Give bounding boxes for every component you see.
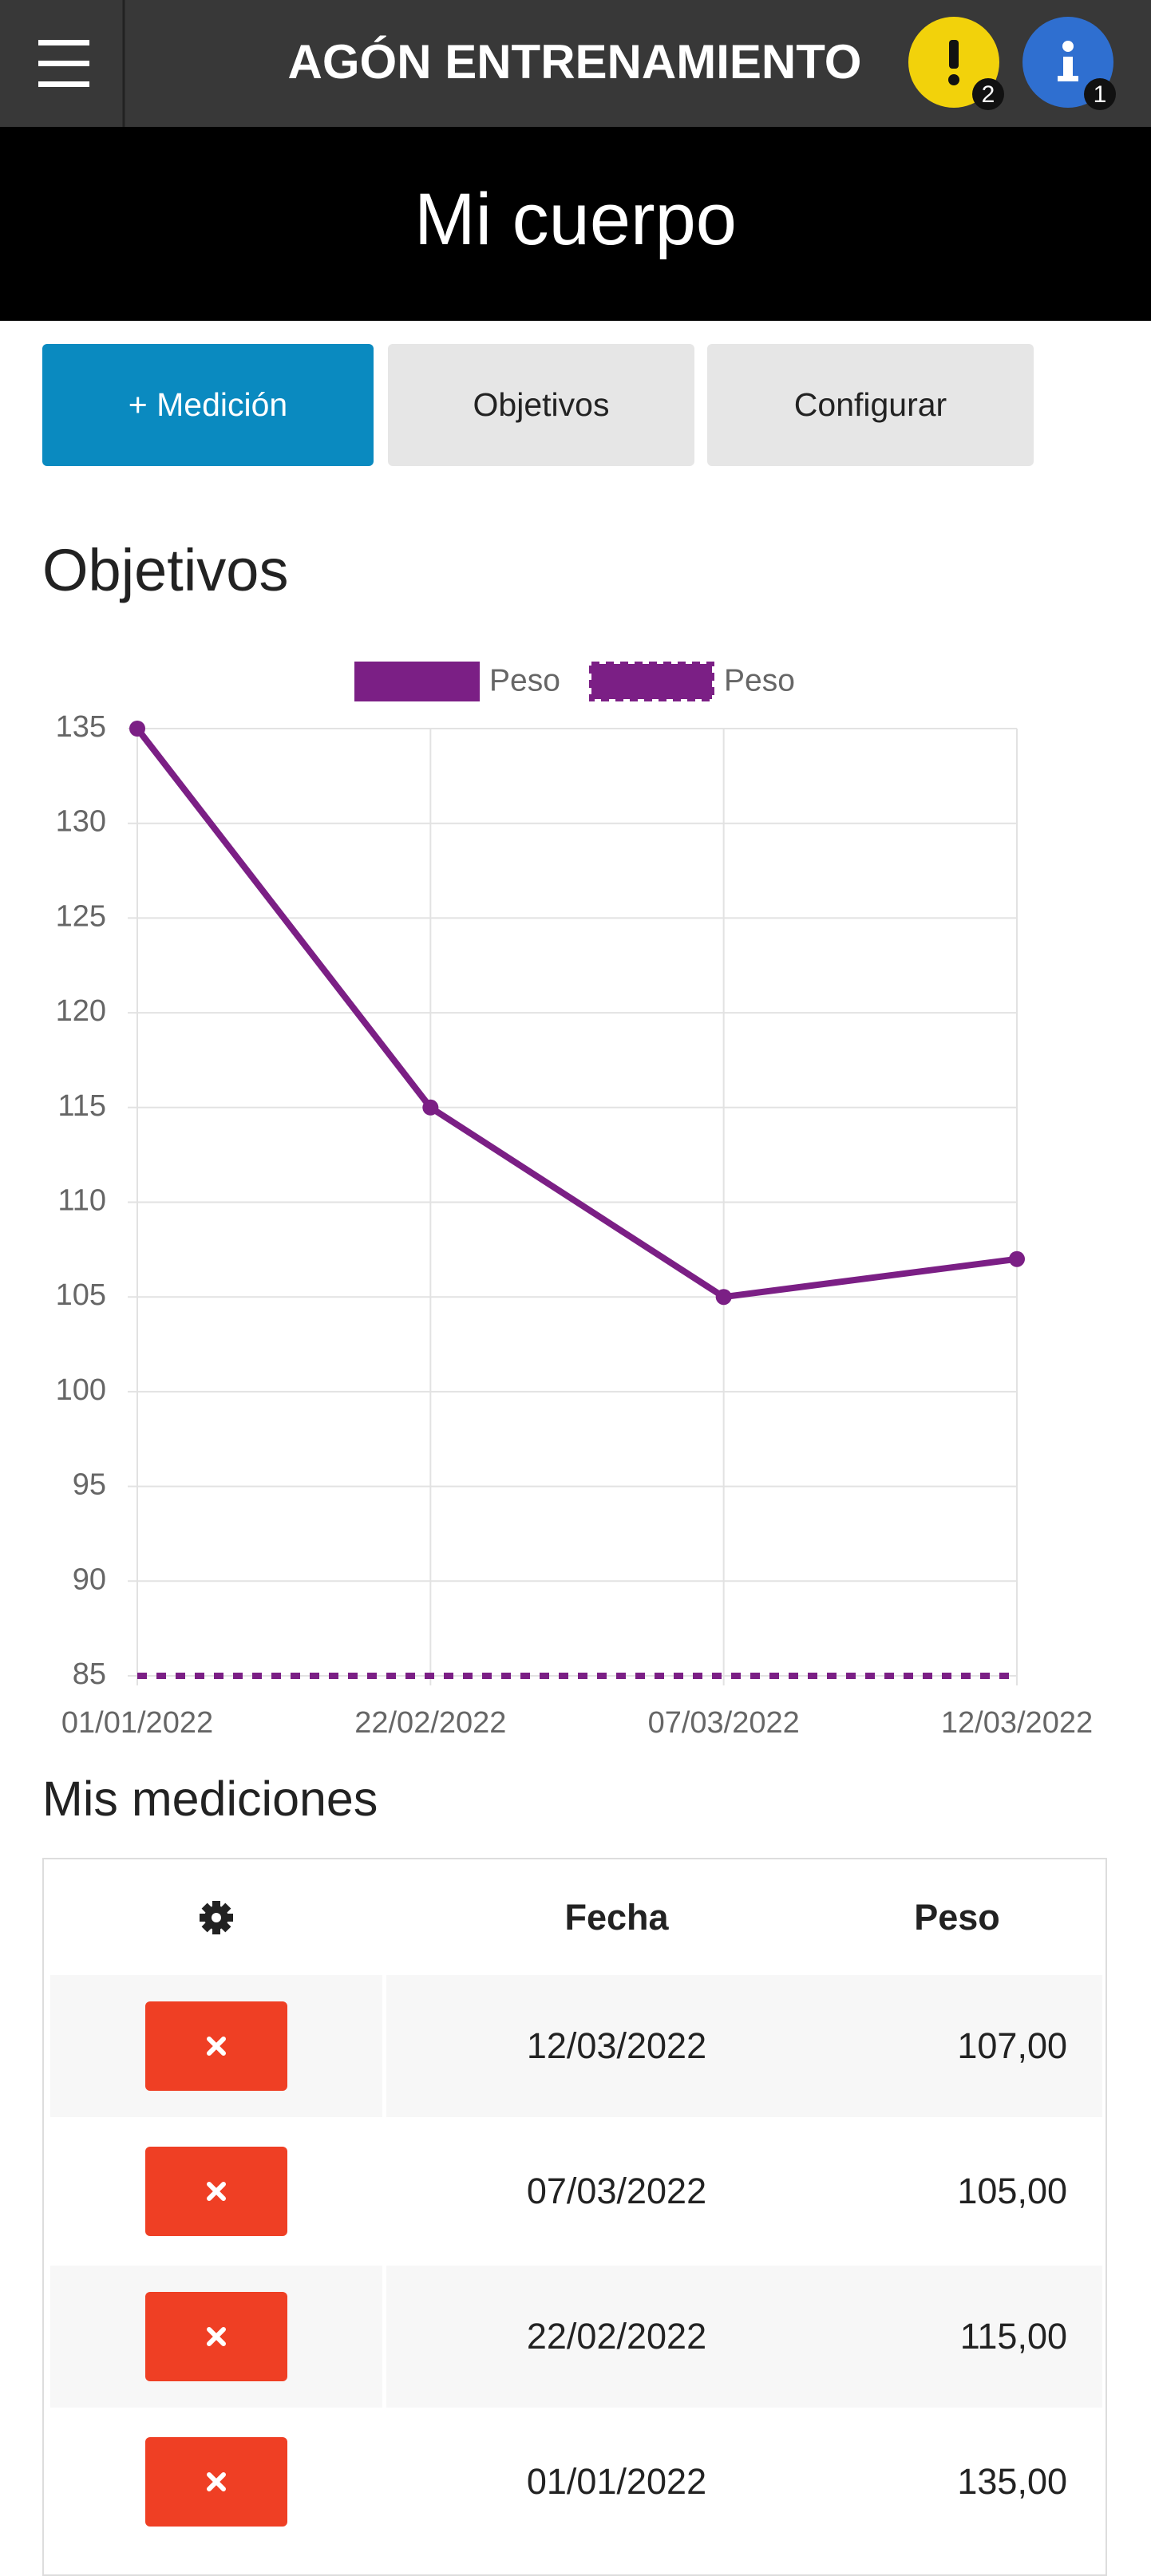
y-tick-label: 130 [56,805,106,839]
goals-button[interactable]: Objetivos [388,344,694,466]
y-tick-label: 135 [56,710,106,744]
weight-cell: 135,00 [957,2461,1067,2502]
data-line [134,726,1018,1301]
action-cell [50,2411,382,2553]
y-tick-label: 120 [56,994,106,1028]
data-point [422,1099,439,1116]
delete-icon [207,2182,226,2201]
x-tick-label: 22/02/2022 [354,1706,506,1740]
y-tick-label: 90 [73,1563,106,1596]
info-button[interactable]: 1 [1022,17,1116,110]
table-title: Mis mediciones [42,1772,378,1826]
top-bar-icons: 2 1 [38,0,1116,127]
date-cell: 01/01/2022 [526,2461,707,2502]
legend-swatch [589,662,714,701]
date-cell: 07/03/2022 [526,2171,707,2211]
x-tick-label: 07/03/2022 [648,1706,800,1740]
info-count: 1 [1094,81,1107,108]
delete-button[interactable] [145,2001,287,2091]
alert-count: 2 [982,81,995,108]
x-tick-label: 01/01/2022 [61,1706,213,1740]
settings-icon [50,1859,382,1975]
delete-button[interactable] [145,2437,287,2527]
weight-cell: 107,00 [812,1975,1102,2117]
action-cell [50,2120,382,2262]
weight-cell: 115,00 [812,2266,1102,2408]
delete-icon [207,2472,226,2491]
date-cell: 12/03/2022 [386,1975,847,2117]
legend-label: Peso [724,663,795,697]
chart: 85 90 95 100 105 110 115 120 125 130 135 01/01/2022… [56,662,1093,1740]
y-tick-label: 95 [73,1468,106,1502]
alert-button[interactable]: 2 [908,17,1004,110]
delete-icon [207,2327,226,2346]
delete-icon [207,2037,226,2056]
date-cell: 22/02/2022 [386,2266,847,2408]
y-tick-label: 100 [56,1373,106,1407]
banner [0,127,1151,321]
configure-button[interactable]: Configurar [707,344,1034,466]
top-bar: 2 1 [0,0,1151,127]
action-cell [50,2266,382,2408]
column-header: Fecha [564,1896,669,1938]
data-point [1009,1250,1025,1267]
y-tick-label: 115 [57,1089,106,1123]
x-tick-label: 12/03/2022 [941,1706,1093,1740]
weight-cell: 105,00 [957,2171,1067,2211]
delete-button[interactable] [145,2292,287,2381]
y-tick-label: 125 [56,899,106,933]
column-header: Peso [914,1896,1000,1938]
legend-label: Peso [489,663,560,697]
y-tick-label: 110 [57,1184,106,1218]
legend-swatch [354,662,480,701]
data-point [715,1289,732,1306]
banner-title: Mi cuerpo [414,179,737,260]
menu-button[interactable] [38,40,89,87]
gear-icon [200,1900,233,1934]
action-cell [50,1975,382,2117]
section-title: Objetivos [42,537,289,603]
measurements-table: Fecha Peso 12/03/2022 107,00 07/03/2022 105,0… [42,1858,1107,2576]
add-measurement-button[interactable]: + Medición [42,344,374,466]
y-tick-label: 105 [56,1278,106,1312]
data-point [129,721,145,737]
app-title: AGÓN ENTRENAMIENTO [287,35,862,89]
delete-button[interactable] [145,2147,287,2236]
y-tick-label: 85 [73,1657,106,1691]
